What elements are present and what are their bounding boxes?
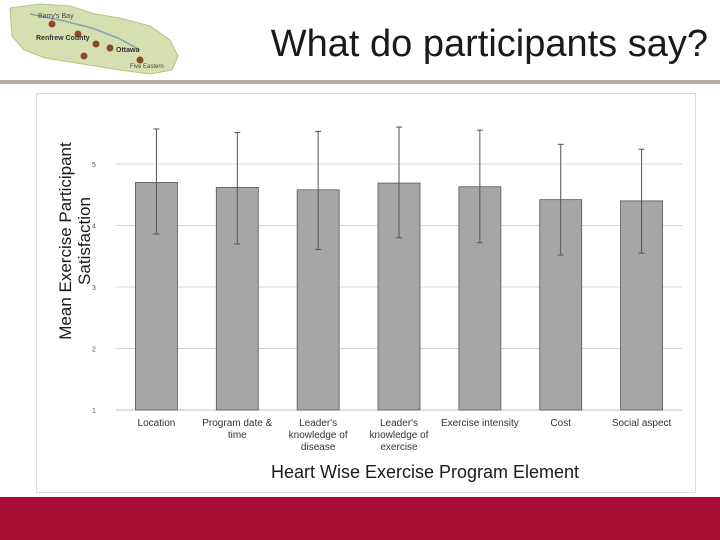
y-tick-label: 2 — [92, 347, 96, 354]
chart-frame — [36, 93, 696, 493]
x-tick-label: Social aspect — [611, 418, 672, 429]
y-tick-label: 4 — [92, 224, 96, 231]
map-marker — [48, 20, 56, 28]
y-tick-label: 1 — [92, 408, 96, 415]
map-place-label: Five Eastern — [130, 64, 164, 70]
title-rule — [0, 80, 720, 84]
x-tick-label: Location — [137, 418, 176, 429]
bar — [215, 186, 259, 411]
page-title: What do participants say? — [270, 23, 708, 65]
y-tick-label: 5 — [92, 162, 96, 169]
footer-band — [0, 497, 720, 540]
map-place-label: Renfrew County — [36, 35, 90, 42]
x-tick-label: Program date & time — [202, 418, 273, 441]
x-tick-label: Leader's knowledge of disease — [288, 418, 348, 453]
y-tick-label: 3 — [92, 285, 96, 292]
x-tick-label: Leader's knowledge of exercise — [369, 418, 429, 453]
map-marker — [136, 56, 144, 64]
map-marker — [74, 30, 82, 38]
x-tick-label: Cost — [550, 418, 571, 429]
region-map-logo: Barry's Bay Renfrew County Ottawa Five E… — [9, 3, 179, 75]
x-tick-label: Exercise intensity — [440, 418, 519, 429]
bar — [458, 186, 502, 411]
map-marker — [106, 44, 114, 52]
map-marker — [92, 40, 100, 48]
map-marker — [80, 52, 88, 60]
map-place-label: Barry's Bay — [38, 13, 74, 20]
map-place-label: Ottawa — [116, 47, 139, 54]
x-axis-title: Heart Wise Exercise Program Element — [270, 462, 580, 482]
